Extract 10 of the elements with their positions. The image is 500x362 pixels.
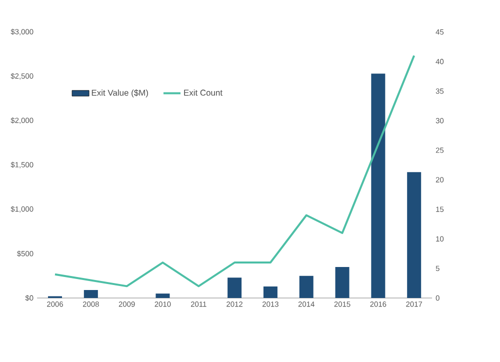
bar bbox=[299, 276, 314, 298]
legend-label: Exit Value ($M) bbox=[92, 89, 148, 98]
bar bbox=[156, 294, 170, 298]
bar bbox=[84, 290, 98, 298]
bar bbox=[407, 172, 422, 298]
bar bbox=[335, 266, 350, 298]
legend-label: Exit Count bbox=[184, 89, 222, 96]
bar bbox=[228, 278, 242, 298]
bar bbox=[263, 286, 278, 298]
bar bbox=[371, 74, 386, 298]
